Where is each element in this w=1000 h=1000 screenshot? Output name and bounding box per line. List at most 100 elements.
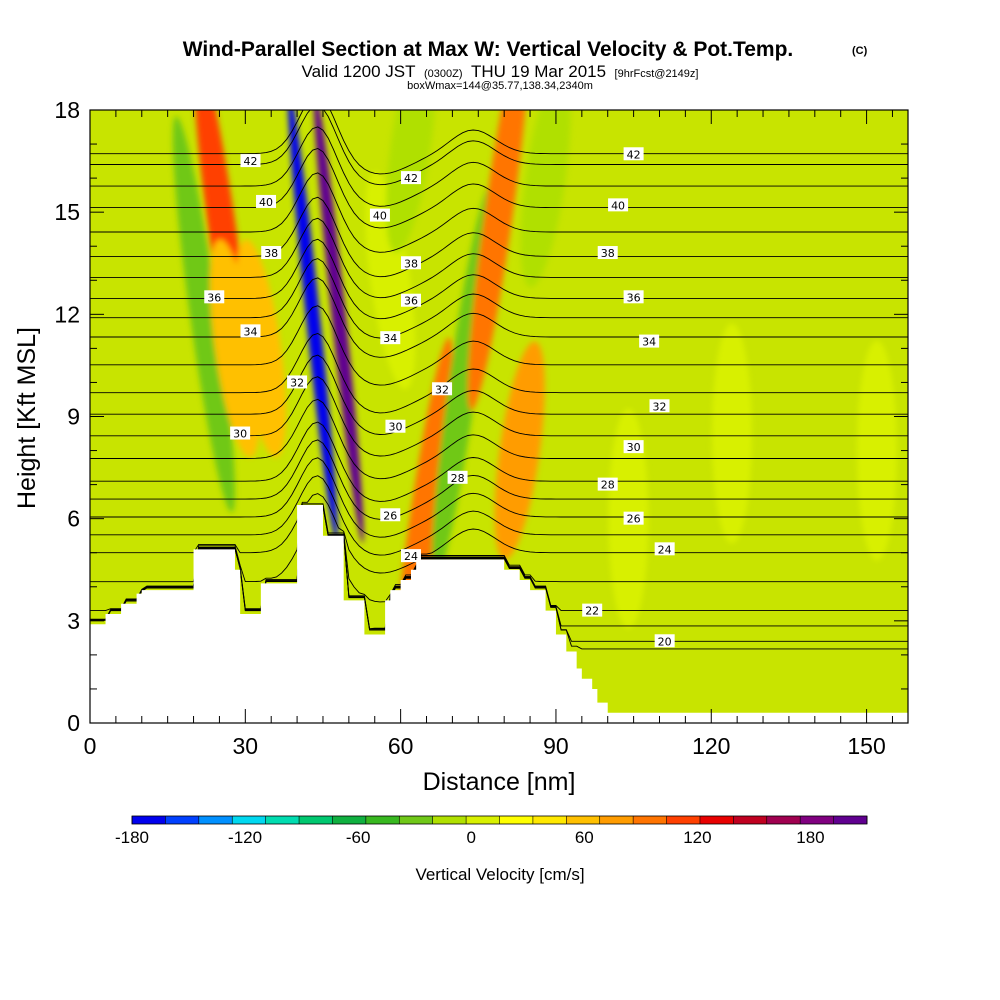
- contour-label-bg: [623, 147, 644, 161]
- contour-label: 34: [243, 325, 257, 338]
- colorbar-swatch: [399, 816, 433, 824]
- y-tick-label: 0: [67, 710, 80, 736]
- contour-label-bg: [400, 293, 421, 307]
- colorbar-swatch: [365, 816, 400, 824]
- isentrope: [90, 110, 908, 186]
- chart-title: Wind-Parallel Section at Max W: Vertical…: [183, 38, 794, 61]
- colorbar-swatch: [265, 816, 300, 824]
- contour-label-bg: [654, 634, 675, 648]
- isentrope: [90, 376, 908, 457]
- box-info: boxWmax=144@35.77,138.34,2340m: [407, 80, 593, 92]
- contour-label: 36: [207, 291, 221, 304]
- isentrope: [90, 305, 908, 386]
- contour-label: 40: [259, 196, 273, 209]
- isentrope: [90, 506, 908, 642]
- velocity-feature: [494, 341, 545, 560]
- colorbar-tick-label: 120: [683, 828, 711, 847]
- contour-label: 26: [383, 509, 397, 522]
- valid-utc: (0300Z): [424, 68, 463, 80]
- contour-label: 20: [658, 635, 672, 648]
- valid-date: THU 19 Mar 2015: [471, 62, 606, 81]
- y-tick-label: 3: [67, 608, 80, 634]
- copyright-mark: (C): [852, 45, 868, 57]
- contour-label-bg: [623, 440, 644, 454]
- vertical-velocity-field: [172, 110, 897, 723]
- colorbar-swatch: [733, 816, 768, 824]
- contour-label: 30: [627, 441, 641, 454]
- contour-label: 30: [388, 421, 402, 434]
- contour-label-bg: [597, 246, 618, 260]
- x-tick-label: 0: [84, 733, 97, 759]
- contour-label: 24: [404, 550, 418, 563]
- contour-label-bg: [256, 194, 277, 208]
- contour-label-bg: [608, 198, 629, 212]
- y-tick-label: 6: [67, 506, 80, 532]
- colorbar-swatch: [766, 816, 801, 824]
- velocity-feature: [856, 340, 897, 561]
- isentrope: [90, 217, 908, 299]
- contour-label: 28: [601, 479, 615, 492]
- contour-label-bg: [649, 399, 670, 413]
- contour-label: 32: [435, 383, 449, 396]
- x-axis-label: Distance [nm]: [423, 768, 576, 796]
- isentrope: [90, 238, 908, 320]
- x-tick-label: 60: [388, 733, 414, 759]
- isentrope: [90, 172, 908, 253]
- colorbar-swatch: [800, 816, 834, 824]
- colorbar-swatch: [466, 816, 500, 824]
- colorbar-swatch: [165, 816, 200, 824]
- contour-label-bg: [447, 470, 468, 484]
- contour-label: 36: [627, 291, 641, 304]
- x-tick-label: 90: [543, 733, 569, 759]
- velocity-feature: [520, 110, 571, 288]
- colorbar-swatch: [299, 816, 333, 824]
- colorbar-swatch: [699, 816, 734, 824]
- contour-label: 42: [404, 172, 418, 185]
- colorbar-swatch: [599, 816, 634, 824]
- contour-label: 30: [233, 428, 247, 441]
- velocity-feature: [172, 116, 235, 513]
- isentrope: [90, 354, 908, 435]
- contour-label: 36: [404, 295, 418, 308]
- colorbar-swatch: [332, 816, 367, 824]
- x-tick-label: 30: [233, 733, 259, 759]
- contour-label: 42: [243, 155, 257, 168]
- isentrope: [90, 504, 908, 630]
- isentrope: [90, 333, 908, 414]
- contour-label: 34: [642, 336, 656, 349]
- colorbar-swatch: [833, 816, 868, 824]
- valid-time-line: Valid 1200 JST (0300Z) THU 19 Mar 2015 […: [302, 62, 699, 81]
- contour-label: 40: [611, 199, 625, 212]
- isentrope: [90, 258, 908, 339]
- contour-label-bg: [597, 477, 618, 491]
- isentrope: [90, 505, 908, 630]
- contour-label-bg: [287, 375, 308, 389]
- velocity-feature: [385, 110, 437, 254]
- velocity-feature: [711, 323, 752, 544]
- colorbar-label: Vertical Velocity [cm/s]: [415, 865, 584, 884]
- contour-label-bg: [639, 334, 660, 348]
- contour-label-bg: [654, 542, 675, 556]
- isentrope: [90, 148, 908, 229]
- contour-label-bg: [380, 331, 401, 345]
- valid-prefix: Valid 1200 JST: [302, 62, 416, 81]
- colorbar-swatch: [532, 816, 567, 824]
- velocity-feature: [235, 239, 286, 458]
- terrain-mask: [90, 505, 908, 723]
- colorbar-swatch: [198, 816, 233, 824]
- colorbar-swatch: [499, 816, 534, 824]
- y-tick-label: 18: [54, 97, 80, 123]
- colorbar-tick-label: -120: [228, 828, 262, 847]
- isentrope: [90, 126, 908, 207]
- colorbar-swatch: [566, 816, 601, 824]
- contour-label: 40: [373, 210, 387, 223]
- colorbar-tick-label: 180: [796, 828, 824, 847]
- colorbar-swatch: [633, 816, 667, 824]
- contour-label: 32: [290, 376, 304, 389]
- contour-label-bg: [385, 419, 406, 433]
- contour-label-bg: [230, 426, 251, 440]
- colorbar-swatch: [132, 816, 166, 824]
- isentrope: [90, 457, 908, 538]
- contour-label-bg: [380, 508, 401, 522]
- pot-temp-contours: [90, 110, 908, 650]
